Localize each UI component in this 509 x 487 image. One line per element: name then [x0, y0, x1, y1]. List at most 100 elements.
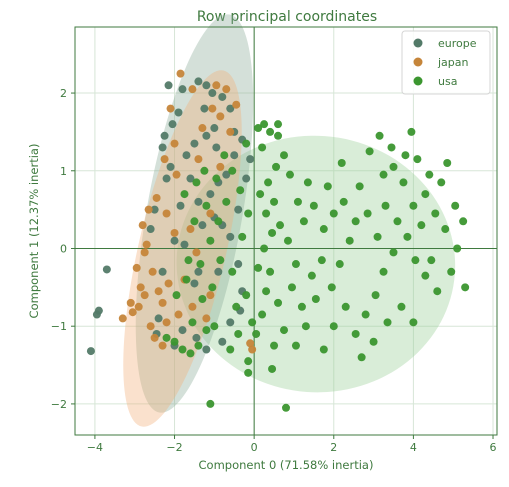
data-point-usa — [339, 197, 348, 206]
data-point-japan — [192, 248, 201, 257]
data-point-europe — [230, 151, 239, 160]
data-point-europe — [210, 124, 219, 133]
data-point-usa — [198, 295, 207, 303]
y-axis-label: Component 1 (12.37% inertia) — [27, 144, 41, 319]
data-point-usa — [182, 275, 191, 284]
data-point-usa — [242, 139, 251, 148]
data-point-usa — [291, 260, 300, 269]
data-point-usa — [357, 353, 366, 362]
data-point-usa — [319, 345, 328, 354]
data-point-usa — [421, 271, 430, 280]
data-point-usa — [178, 345, 187, 354]
data-point-usa — [270, 341, 279, 350]
data-point-japan — [188, 302, 197, 311]
data-point-usa — [373, 232, 382, 241]
data-point-japan — [194, 155, 203, 164]
data-point-usa — [260, 120, 269, 129]
data-point-usa — [327, 283, 336, 292]
data-point-japan — [170, 139, 179, 148]
data-point-europe — [166, 162, 175, 171]
data-point-europe — [218, 337, 227, 346]
data-point-usa — [248, 318, 257, 327]
data-point-usa — [256, 190, 265, 199]
data-point-usa — [280, 151, 289, 160]
data-point-europe — [182, 151, 191, 160]
data-point-usa — [202, 326, 211, 335]
data-point-japan — [162, 209, 171, 218]
data-point-japan — [162, 318, 171, 327]
data-point-europe — [150, 205, 159, 214]
data-point-europe — [160, 131, 169, 140]
data-point-usa — [431, 209, 440, 218]
data-point-usa — [297, 302, 306, 311]
data-point-usa — [228, 267, 237, 276]
data-point-usa — [228, 166, 237, 175]
data-point-usa — [210, 322, 219, 331]
data-point-japan — [158, 341, 167, 350]
data-point-usa — [379, 170, 388, 179]
data-point-usa — [274, 120, 283, 129]
data-point-usa — [293, 197, 302, 206]
data-point-europe — [212, 143, 221, 152]
data-point-europe — [192, 333, 201, 342]
data-point-usa — [258, 143, 267, 152]
legend-label-japan: japan — [437, 56, 469, 69]
data-point-usa — [369, 337, 378, 346]
data-point-usa — [260, 244, 269, 253]
data-point-usa — [451, 201, 460, 210]
data-point-usa — [375, 131, 384, 140]
data-point-usa — [190, 217, 199, 226]
confidence-ellipses — [123, 14, 456, 427]
data-point-usa — [417, 221, 426, 230]
data-point-usa — [365, 147, 374, 156]
data-point-usa — [206, 236, 215, 245]
data-point-europe — [174, 108, 183, 117]
data-point-usa — [266, 127, 275, 136]
data-point-europe — [170, 236, 179, 245]
data-point-japan — [232, 100, 241, 109]
data-point-europe — [214, 267, 223, 276]
y-tick-label: 0 — [60, 242, 67, 255]
data-point-usa — [244, 209, 253, 218]
data-point-europe — [190, 139, 199, 148]
data-point-usa — [441, 225, 450, 234]
data-point-europe — [186, 174, 195, 183]
data-point-usa — [268, 228, 277, 237]
data-point-europe — [218, 92, 227, 101]
data-point-usa — [188, 318, 197, 327]
data-point-europe — [208, 89, 217, 98]
data-point-usa — [287, 283, 296, 292]
data-point-japan — [144, 205, 153, 214]
data-point-usa — [425, 170, 434, 179]
data-point-usa — [301, 322, 310, 331]
data-point-japan — [138, 221, 147, 230]
data-point-europe — [206, 190, 215, 199]
data-point-europe — [178, 85, 187, 94]
data-point-usa — [319, 225, 328, 234]
data-point-japan — [128, 308, 137, 317]
y-tick-label: 1 — [60, 165, 67, 178]
data-point-usa — [411, 256, 420, 265]
data-point-usa — [345, 236, 354, 245]
data-point-japan — [188, 85, 197, 94]
data-point-japan — [140, 291, 149, 300]
data-point-usa — [184, 256, 193, 265]
data-point-usa — [399, 178, 408, 187]
data-point-usa — [355, 182, 364, 191]
data-point-usa — [317, 256, 326, 265]
data-point-japan — [176, 69, 185, 78]
data-point-japan — [164, 279, 173, 288]
data-point-europe — [158, 143, 167, 152]
data-point-usa — [299, 217, 308, 226]
data-point-japan — [140, 248, 149, 257]
data-point-usa — [383, 318, 392, 327]
data-point-europe — [102, 265, 111, 274]
data-point-japan — [170, 228, 179, 237]
axis-ticks: −4 −2 0 2 4 6 −2 −1 0 1 2 — [51, 87, 497, 454]
data-point-usa — [242, 291, 251, 300]
data-point-europe — [158, 267, 167, 276]
data-point-japan — [160, 155, 169, 164]
data-point-usa — [238, 232, 247, 241]
data-point-japan — [202, 314, 211, 323]
data-point-usa — [214, 217, 223, 226]
